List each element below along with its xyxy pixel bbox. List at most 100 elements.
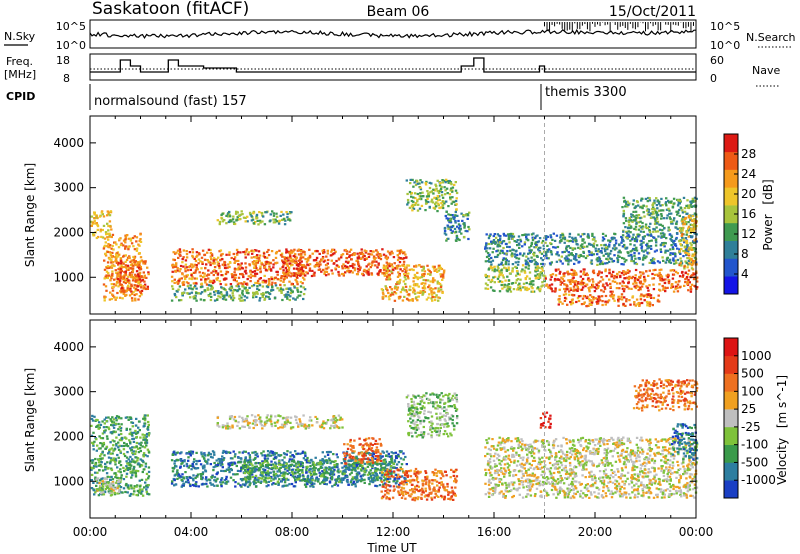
- power-cell: [93, 219, 96, 222]
- power-cell: [651, 272, 654, 276]
- velocity-echo-region: [90, 414, 151, 497]
- velocity-cell: [144, 442, 147, 445]
- power-cell: [557, 303, 560, 306]
- power-cell: [357, 264, 361, 267]
- power-cell: [365, 265, 368, 268]
- power-cell: [119, 273, 122, 276]
- power-cell: [251, 285, 254, 288]
- power-cell: [418, 207, 422, 210]
- power-cell: [579, 275, 582, 278]
- power-cell: [427, 296, 430, 299]
- noise-left-tick-top: 10^5: [56, 20, 86, 33]
- power-cell: [322, 260, 326, 263]
- power-cell: [308, 263, 312, 266]
- power-cell: [565, 249, 568, 252]
- power-cell: [101, 236, 105, 239]
- power-cell: [310, 274, 314, 278]
- power-cell: [106, 222, 109, 225]
- power-cell: [443, 179, 446, 182]
- power-cell: [693, 224, 696, 227]
- power-cell: [119, 262, 122, 265]
- velocity-cell: [125, 465, 128, 468]
- power-cell: [441, 275, 444, 278]
- power-cell: [110, 266, 114, 269]
- power-cell: [651, 277, 654, 280]
- power-cell: [630, 259, 633, 263]
- power-cell: [674, 238, 678, 241]
- power-cell: [488, 257, 491, 260]
- power-cell: [639, 298, 643, 301]
- power-cell: [663, 245, 666, 248]
- power-cell: [261, 263, 264, 266]
- power-cell: [410, 199, 414, 203]
- power-cell: [610, 295, 613, 298]
- power-cell: [428, 293, 431, 296]
- power-cell: [676, 290, 680, 293]
- power-cell: [496, 269, 499, 272]
- power-cell: [588, 290, 591, 293]
- power-cell: [571, 247, 575, 250]
- power-cell: [268, 279, 271, 282]
- power-cell: [140, 289, 144, 292]
- power-cell: [559, 234, 563, 237]
- power-cell: [534, 246, 538, 249]
- velocity-cell: [104, 466, 107, 469]
- power-cell: [303, 253, 307, 256]
- power-cell: [296, 281, 299, 284]
- power-cell: [130, 242, 134, 245]
- power-cell: [308, 269, 311, 272]
- power-cell: [143, 286, 146, 289]
- power-cell: [228, 219, 232, 222]
- power-cell: [128, 282, 131, 285]
- power-cell: [609, 285, 612, 288]
- power-cell: [447, 227, 450, 230]
- power-cell: [225, 291, 229, 294]
- velocity-cell: [92, 431, 95, 434]
- power-cell: [573, 281, 576, 284]
- nave-label: Nave: [752, 64, 780, 77]
- power-cell: [613, 299, 616, 302]
- power-cell: [285, 276, 288, 279]
- power-cell: [661, 235, 664, 238]
- power-cell: [507, 260, 510, 263]
- power-cell: [582, 255, 585, 258]
- power-cell: [677, 201, 681, 204]
- power-cell: [219, 259, 222, 262]
- ytick-label: 2000: [53, 225, 84, 239]
- power-echo-region: [280, 248, 408, 278]
- velocity-cell: [136, 459, 139, 462]
- power-cell: [628, 299, 631, 302]
- power-cell: [133, 257, 136, 260]
- power-cell: [209, 248, 212, 252]
- power-cell: [607, 299, 611, 302]
- power-cell: [190, 278, 194, 281]
- power-cell: [252, 291, 255, 294]
- power-cell: [124, 234, 127, 237]
- power-cell: [491, 266, 494, 269]
- power-cell: [399, 291, 403, 294]
- velocity-cell: [108, 484, 111, 488]
- power-cell: [103, 299, 106, 302]
- power-cell: [244, 253, 247, 256]
- power-cell: [140, 259, 144, 262]
- power-cell: [352, 266, 355, 269]
- power-cell: [563, 299, 567, 302]
- power-cell: [420, 282, 423, 285]
- velocity-cell: [91, 461, 94, 465]
- power-cell: [658, 261, 661, 264]
- power-cell: [392, 256, 396, 259]
- power-cell: [235, 268, 239, 271]
- power-cell: [681, 233, 684, 236]
- power-cell: [199, 298, 203, 301]
- power-cell: [523, 233, 526, 236]
- power-cell: [598, 258, 601, 261]
- power-cell: [138, 239, 141, 243]
- power-cell: [638, 287, 642, 291]
- power-cell: [235, 285, 238, 288]
- velocity-cell: [129, 470, 132, 473]
- power-cell: [429, 280, 432, 283]
- velocity-cell: [144, 465, 147, 468]
- power-cell: [398, 265, 401, 268]
- velocity-cell: [99, 463, 102, 466]
- power-cell: [365, 271, 368, 274]
